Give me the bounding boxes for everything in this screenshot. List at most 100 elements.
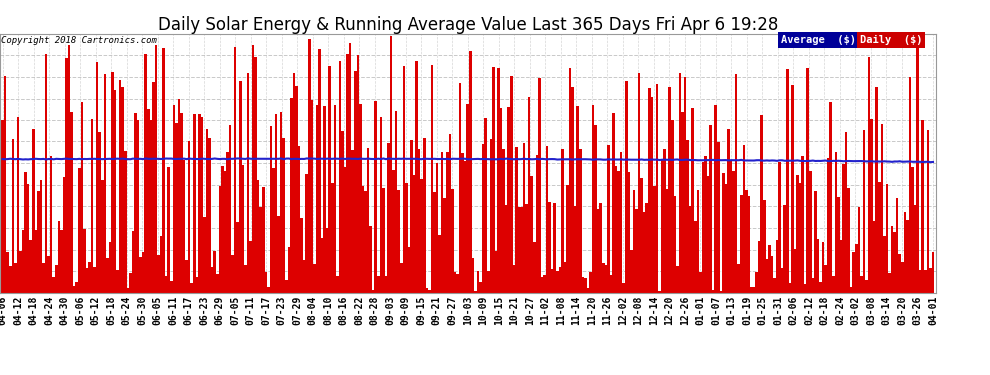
Bar xyxy=(318,49,321,292)
Bar xyxy=(561,149,563,292)
Bar xyxy=(914,205,917,292)
Bar xyxy=(313,264,316,292)
Bar xyxy=(612,113,615,292)
Bar xyxy=(124,151,127,292)
Bar xyxy=(720,291,722,292)
Bar xyxy=(704,156,707,292)
Bar xyxy=(78,168,80,292)
Bar xyxy=(676,266,679,292)
Bar xyxy=(152,82,154,292)
Bar xyxy=(162,48,165,292)
Bar xyxy=(655,84,658,292)
Bar xyxy=(35,231,37,292)
Bar xyxy=(73,285,75,292)
Bar xyxy=(765,260,768,292)
Bar xyxy=(666,189,668,292)
Text: Average  ($): Average ($) xyxy=(781,35,856,45)
Bar xyxy=(428,290,431,292)
Bar xyxy=(172,105,175,292)
Bar xyxy=(272,168,275,292)
Bar xyxy=(52,277,55,292)
Bar xyxy=(300,218,303,292)
Bar xyxy=(277,216,280,292)
Bar xyxy=(847,188,850,292)
Bar xyxy=(691,108,694,292)
Bar xyxy=(183,160,185,292)
Bar xyxy=(346,54,348,292)
Bar xyxy=(410,140,413,292)
Bar xyxy=(673,196,676,292)
Bar xyxy=(193,114,196,292)
Bar xyxy=(290,98,293,292)
Bar xyxy=(531,176,533,292)
Bar xyxy=(111,72,114,292)
Bar xyxy=(308,39,311,292)
Bar xyxy=(22,230,25,292)
Bar xyxy=(804,284,807,292)
Bar xyxy=(201,117,203,292)
Bar xyxy=(487,271,489,292)
Bar xyxy=(387,143,390,292)
Bar xyxy=(791,85,794,292)
Bar xyxy=(122,87,124,292)
Bar xyxy=(147,109,149,292)
Bar xyxy=(548,202,550,292)
Bar xyxy=(382,188,385,292)
Bar xyxy=(62,177,65,292)
Bar xyxy=(919,270,922,292)
Bar xyxy=(628,172,630,292)
Bar xyxy=(520,207,523,292)
Bar xyxy=(413,176,416,292)
Bar xyxy=(403,66,405,292)
Bar xyxy=(157,255,159,292)
Bar xyxy=(508,107,510,292)
Bar xyxy=(630,251,633,292)
Bar xyxy=(528,97,531,292)
Bar xyxy=(857,207,860,292)
Bar xyxy=(922,120,924,292)
Bar xyxy=(198,114,201,292)
Bar xyxy=(740,195,742,292)
Bar xyxy=(175,123,177,292)
Bar xyxy=(899,254,901,292)
Bar xyxy=(190,283,193,292)
Bar xyxy=(129,273,132,292)
Bar xyxy=(930,268,932,292)
Bar xyxy=(37,191,40,292)
Bar xyxy=(196,277,198,292)
Bar xyxy=(331,183,334,292)
Bar xyxy=(43,263,45,292)
Bar xyxy=(707,176,709,292)
Bar xyxy=(262,187,264,292)
Bar xyxy=(379,117,382,292)
Bar xyxy=(9,266,12,292)
Bar xyxy=(658,291,660,292)
Bar xyxy=(835,152,838,292)
Bar xyxy=(165,276,167,292)
Bar xyxy=(251,45,254,292)
Bar xyxy=(390,36,392,292)
Bar xyxy=(287,247,290,292)
Bar xyxy=(275,114,277,292)
Bar xyxy=(747,196,750,292)
Bar xyxy=(75,282,78,292)
Bar xyxy=(492,67,495,292)
Bar xyxy=(408,247,410,292)
Bar xyxy=(618,171,620,292)
Bar xyxy=(495,251,497,292)
Bar xyxy=(728,129,730,292)
Bar xyxy=(715,105,717,292)
Bar xyxy=(448,134,451,292)
Bar xyxy=(30,240,32,292)
Bar xyxy=(247,73,249,292)
Bar xyxy=(203,217,206,292)
Bar xyxy=(477,271,479,292)
Bar xyxy=(149,120,152,292)
Bar xyxy=(185,260,188,292)
Bar xyxy=(334,105,337,292)
Bar xyxy=(786,69,789,292)
Bar xyxy=(807,68,809,292)
Bar xyxy=(326,228,329,292)
Bar xyxy=(469,51,471,292)
Bar xyxy=(518,207,520,292)
